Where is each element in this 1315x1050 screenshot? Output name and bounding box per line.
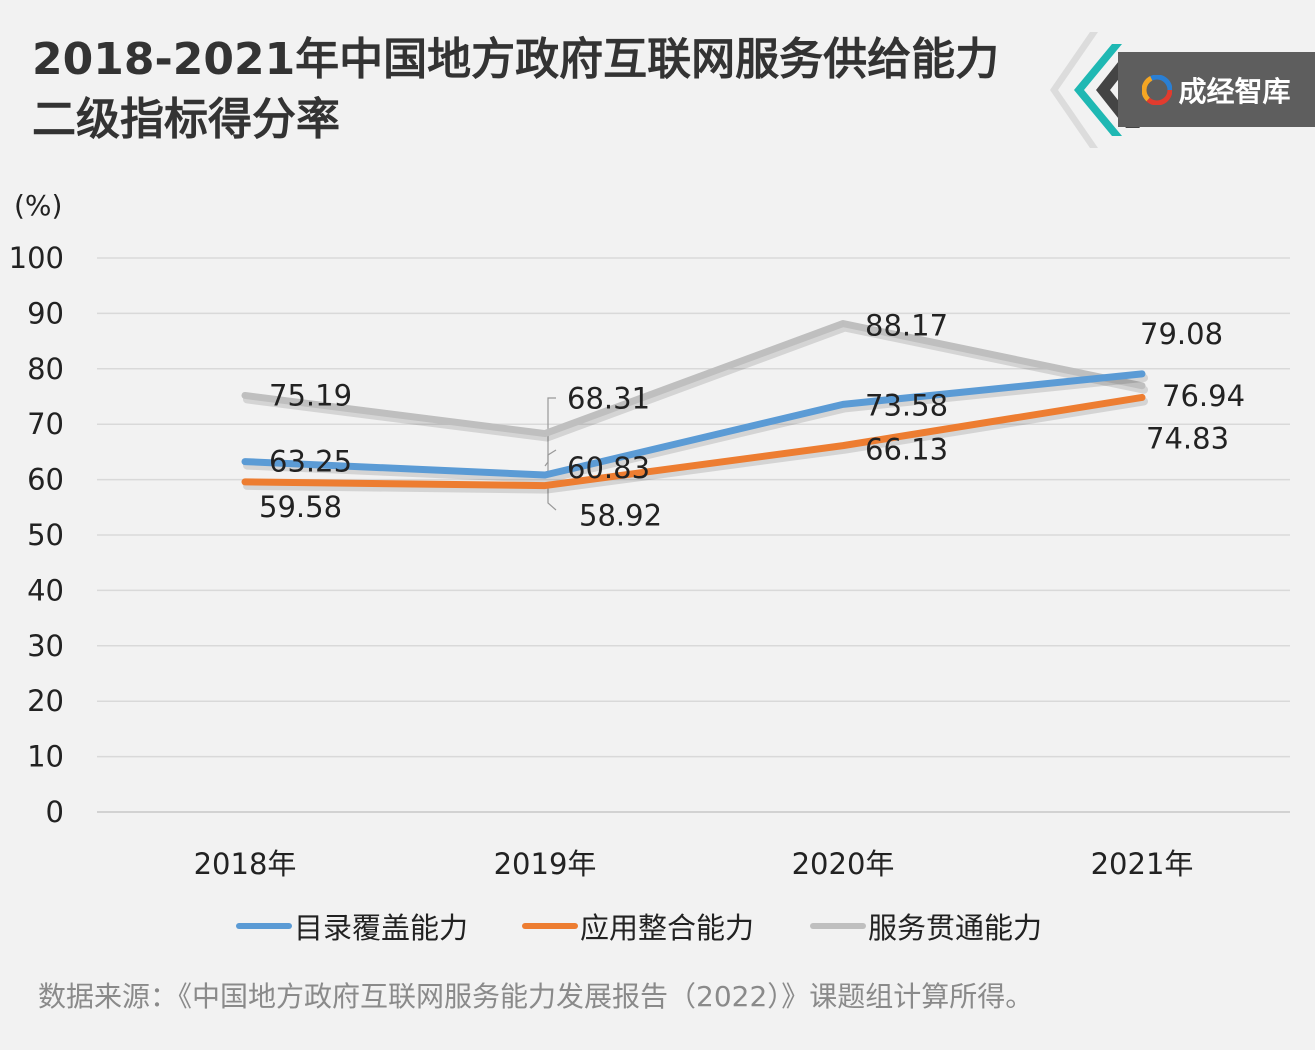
data-label: 75.19 (269, 378, 352, 412)
legend-swatch (236, 923, 292, 929)
data-label: 60.83 (567, 451, 650, 485)
chart-legend: 目录覆盖能力 应用整合能力 服务贯通能力 (0, 905, 1315, 955)
chart-title: 2018-2021年中国地方政府互联网服务供给能力 二级指标得分率 (32, 30, 999, 150)
y-tick-label: 20 (27, 684, 64, 718)
chart-title-line-1: 2018-2021年中国地方政府互联网服务供给能力 (32, 34, 1000, 85)
legend-label: 服务贯通能力 (868, 911, 1043, 945)
brand-badge: 成经智库 (1040, 30, 1315, 150)
legend-item: 目录覆盖能力 (236, 905, 468, 947)
y-tick-label: 100 (9, 241, 64, 275)
data-point (1141, 396, 1143, 399)
x-tick-label: 2019年 (494, 847, 597, 881)
series-line-shadow (243, 373, 1148, 484)
y-tick-label: 50 (27, 518, 64, 552)
data-point (842, 444, 844, 447)
data-point (244, 480, 246, 483)
data-label: 58.92 (579, 499, 662, 533)
data-label: 76.94 (1162, 379, 1245, 413)
data-label: 73.58 (865, 388, 948, 422)
y-axis-unit-label: (%) (14, 189, 62, 222)
data-label: 66.13 (865, 433, 948, 467)
y-tick-label: 90 (27, 296, 64, 330)
brand-name: 成经智库 (1178, 74, 1291, 108)
data-point (842, 322, 844, 325)
series-line-1 (241, 370, 1146, 479)
data-point (244, 394, 246, 397)
leader-line (544, 449, 557, 467)
y-tick-label: 0 (46, 795, 64, 829)
data-point (1141, 372, 1143, 375)
series-line-shadow (243, 323, 1148, 442)
x-tick-label: 2018年 (194, 847, 297, 881)
data-label: 59.58 (259, 490, 342, 524)
data-label: 79.08 (1140, 317, 1223, 351)
data-point (544, 484, 546, 487)
source-note: 数据来源：《中国地方政府互联网服务能力发展报告（2022）》课题组计算所得。 (38, 980, 1034, 1013)
y-tick-label: 10 (27, 740, 64, 774)
y-tick-label: 30 (27, 629, 64, 663)
legend-label: 目录覆盖能力 (294, 911, 469, 945)
y-tick-label: 60 (27, 463, 64, 497)
legend-item: 服务贯通能力 (810, 905, 1042, 947)
data-point (544, 432, 546, 435)
x-tick-label: 2021年 (1091, 847, 1194, 881)
data-label: 88.17 (865, 309, 948, 343)
y-tick-label: 80 (27, 352, 64, 386)
data-label: 63.25 (269, 445, 352, 479)
data-label: 68.31 (567, 382, 650, 416)
legend-label: 应用整合能力 (580, 911, 755, 945)
series-line-2 (241, 393, 1146, 490)
x-tick-label: 2020年 (792, 847, 895, 881)
data-point (244, 460, 246, 463)
data-label: 74.83 (1146, 421, 1229, 455)
legend-swatch (810, 923, 866, 929)
data-point (544, 474, 546, 477)
data-point (1141, 384, 1143, 387)
series-line-shadow (243, 397, 1148, 494)
chart-title-line-2: 二级指标得分率 (32, 94, 340, 145)
data-point (842, 403, 844, 406)
y-tick-label: 40 (27, 573, 64, 607)
y-tick-label: 70 (27, 407, 64, 441)
brand-logo-icon (1142, 74, 1173, 105)
line-chart: (%) 0 10 20 30 40 50 60 70 80 90 100 2018年 2019年 2020年… (9, 189, 1290, 881)
legend-item: 应用整合能力 (522, 905, 754, 947)
legend-swatch (522, 923, 578, 929)
series-line-3 (241, 320, 1146, 438)
brand-box: 成经智库 (1118, 52, 1315, 127)
